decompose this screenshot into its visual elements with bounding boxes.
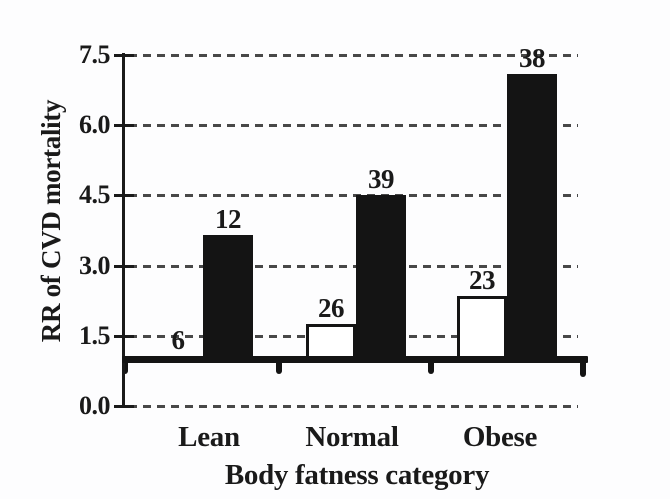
x-axis-title: Body fatness category <box>224 459 490 491</box>
reference-baseline <box>122 356 588 363</box>
category-label-normal: Normal <box>305 421 399 453</box>
y-tick-label: 7.5 <box>79 40 111 69</box>
y-tick-label: 4.5 <box>79 180 111 210</box>
gridline-4.5 <box>129 194 578 198</box>
baseline-tick <box>276 361 282 374</box>
y-tick-label: 1.5 <box>79 320 111 350</box>
y-tick-label: 6.0 <box>79 110 111 140</box>
baseline-tick <box>580 361 586 377</box>
bar-count-label-filled-normal: 39 <box>368 164 395 195</box>
y-axis-line <box>122 53 125 407</box>
bar-count-label-open-normal: 26 <box>318 293 345 324</box>
category-label-obese: Obese <box>462 421 538 453</box>
gridline-3.0 <box>129 264 578 268</box>
y-tick-label: 3.0 <box>79 250 111 280</box>
bar-filled-obese <box>507 73 557 363</box>
bar-filled-lean <box>203 235 253 363</box>
y-tick-label: 0.0 <box>79 391 111 420</box>
bar-open-obese <box>457 296 507 363</box>
category-label-lean: Lean <box>178 421 240 453</box>
gridline-7.5 <box>129 54 578 57</box>
gridline-6.0 <box>129 124 578 128</box>
bar-count-label-open-lean: 6 <box>171 325 186 355</box>
bar-count-label-filled-obese: 38 <box>519 42 546 73</box>
baseline-tick <box>428 361 434 374</box>
bar-count-label-open-obese: 23 <box>469 265 496 296</box>
bar-count-label-filled-lean: 12 <box>215 204 242 235</box>
baseline-tick <box>122 361 128 374</box>
gridline-0.0 <box>129 405 578 408</box>
bar-filled-normal <box>356 195 406 363</box>
